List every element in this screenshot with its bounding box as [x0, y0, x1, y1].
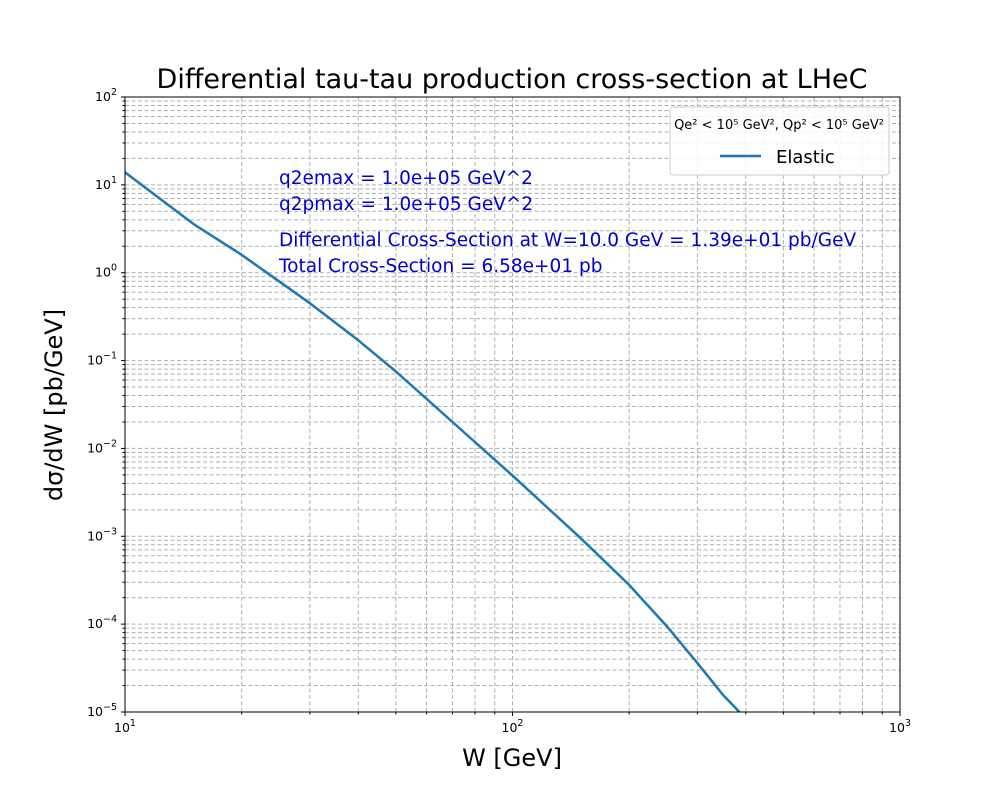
y-tick-label: 10−3: [87, 526, 117, 543]
y-tick-label: 101: [95, 175, 117, 192]
legend-box: [669, 106, 890, 176]
legend: Qe² < 10⁵ GeV², Qp² < 10⁵ GeV² Elastic: [669, 106, 890, 176]
x-axis-label: W [GeV]: [462, 744, 562, 772]
series-layer: [124, 171, 741, 713]
annotations: q2emax = 1.0e+05 GeV^2 q2pmax = 1.0e+05 …: [278, 168, 856, 277]
x-tick-label: 101: [114, 718, 136, 735]
y-tick-label: 100: [95, 263, 117, 280]
y-tick-label: 10−1: [87, 351, 117, 368]
legend-title: Qe² < 10⁵ GeV², Qp² < 10⁵ GeV²: [674, 118, 884, 133]
y-tick-label: 10−5: [87, 702, 117, 719]
plot-frame: [124, 96, 901, 713]
y-tick-label: 10−4: [87, 614, 117, 631]
chart-title: Differential tau-tau production cross-se…: [157, 64, 868, 95]
annotation-q2emax: q2emax = 1.0e+05 GeV^2: [279, 168, 533, 189]
x-tick-label: 102: [502, 718, 524, 735]
annotation-diff-xsec: Differential Cross-Section at W=10.0 GeV…: [279, 230, 856, 251]
legend-label-elastic: Elastic: [776, 147, 835, 168]
x-tick-label: 103: [889, 718, 911, 735]
y-axis-label: dσ/dW [pb/GeV]: [40, 309, 68, 501]
y-tick-label: 10−2: [87, 438, 117, 455]
grid: [124, 97, 900, 713]
series-line-elastic: [124, 171, 741, 713]
annotation-total-xsec: Total Cross-Section = 6.58e+01 pb: [278, 256, 602, 277]
annotation-q2pmax: q2pmax = 1.0e+05 GeV^2: [279, 194, 533, 215]
y-tick-label: 102: [95, 87, 117, 104]
